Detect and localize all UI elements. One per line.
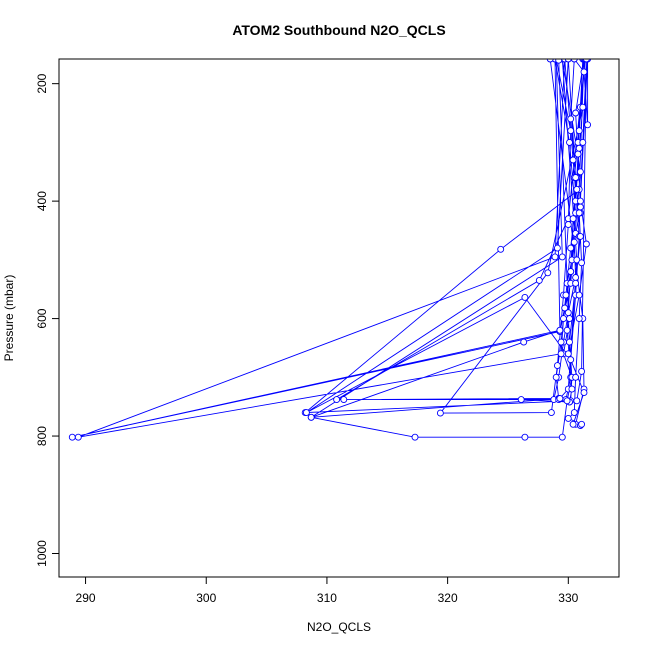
- y-tick-label: 800: [35, 426, 49, 446]
- data-point: [564, 309, 572, 317]
- data-point: [564, 414, 572, 422]
- data-point: [579, 138, 587, 146]
- x-axis-label: N2O_QCLS: [307, 620, 371, 634]
- data-point: [563, 397, 571, 405]
- y-axis-label: Pressure (mbar): [2, 275, 16, 362]
- data-point: [340, 396, 348, 404]
- data-point: [569, 156, 577, 164]
- data-point: [575, 315, 583, 323]
- y-tick-label: 1000: [35, 540, 49, 567]
- x-tick-label: 320: [438, 591, 458, 605]
- data-point: [68, 433, 76, 441]
- data-point: [307, 413, 315, 421]
- data-point: [566, 338, 573, 346]
- data-point: [568, 385, 576, 393]
- data-point: [560, 315, 567, 323]
- y-tick-label: 600: [35, 308, 49, 328]
- data-point: [570, 409, 578, 417]
- data-point: [567, 127, 575, 135]
- data-point: [333, 396, 341, 404]
- data-point: [575, 291, 583, 299]
- data-point: [564, 221, 572, 229]
- data-point: [547, 409, 555, 417]
- series-layer: [68, 59, 592, 441]
- data-point: [567, 356, 575, 364]
- data-point: [302, 409, 310, 417]
- data-point: [578, 259, 586, 267]
- data-point: [562, 291, 570, 299]
- data-point: [572, 174, 580, 182]
- data-point: [569, 215, 577, 223]
- data-point: [573, 397, 581, 405]
- data-point: [576, 232, 584, 240]
- data-point: [553, 244, 561, 252]
- data-point: [572, 279, 580, 287]
- data-point: [561, 304, 569, 312]
- data-point: [570, 238, 578, 246]
- data-point: [584, 121, 592, 129]
- data-point: [556, 326, 564, 334]
- data-point: [555, 59, 563, 64]
- data-point: [535, 276, 543, 284]
- data-point: [576, 168, 584, 176]
- data-point: [574, 150, 582, 158]
- data-point: [520, 338, 528, 346]
- data-point: [575, 209, 583, 217]
- data-point: [564, 350, 572, 358]
- data-point: [572, 373, 580, 381]
- y-tick-label: 200: [35, 73, 49, 93]
- data-point: [521, 293, 529, 301]
- data-point: [551, 253, 559, 261]
- data-point: [575, 144, 583, 152]
- data-point: [558, 253, 566, 261]
- data-point: [567, 268, 575, 276]
- data-point: [517, 396, 525, 404]
- x-tick-label: 300: [196, 591, 216, 605]
- data-point: [521, 433, 529, 441]
- data-point: [580, 68, 588, 76]
- data-point: [544, 269, 552, 277]
- data-point: [576, 197, 584, 205]
- plot-frame: [58, 58, 620, 578]
- data-point: [572, 109, 580, 117]
- data-point: [580, 389, 588, 397]
- x-tick-label: 310: [317, 591, 337, 605]
- data-point: [546, 59, 554, 63]
- y-tick-label: 400: [35, 191, 49, 211]
- x-tick-label: 330: [558, 591, 578, 605]
- data-point: [411, 433, 419, 441]
- data-point: [74, 433, 82, 441]
- data-point: [553, 362, 561, 370]
- data-point: [570, 59, 578, 63]
- data-point: [578, 420, 586, 428]
- data-point: [579, 103, 587, 111]
- data-point: [582, 59, 590, 63]
- chart-title: ATOM2 Southbound N2O_QCLS: [232, 22, 445, 38]
- data-point: [563, 326, 571, 334]
- x-axis: 290 300 310 320 330: [76, 577, 579, 605]
- data-point: [566, 315, 573, 323]
- data-point: [552, 373, 560, 381]
- x-tick-label: 290: [76, 591, 96, 605]
- data-point: [564, 59, 572, 63]
- data-point: [575, 127, 583, 135]
- data-point: [436, 409, 444, 417]
- data-point: [569, 420, 577, 428]
- data-point: [557, 350, 565, 358]
- data-point: [556, 395, 564, 402]
- data-point: [557, 338, 565, 346]
- data-point: [573, 185, 581, 193]
- data-point: [582, 240, 590, 248]
- data-point: [572, 274, 580, 281]
- data-point: [558, 433, 566, 441]
- data-point: [497, 245, 505, 253]
- y-axis: 200 400 600 800 1000: [35, 73, 59, 567]
- data-point: [576, 203, 584, 211]
- data-point: [567, 244, 575, 252]
- data-point: [578, 367, 586, 375]
- data-point: [566, 138, 573, 146]
- data-point: [567, 115, 575, 123]
